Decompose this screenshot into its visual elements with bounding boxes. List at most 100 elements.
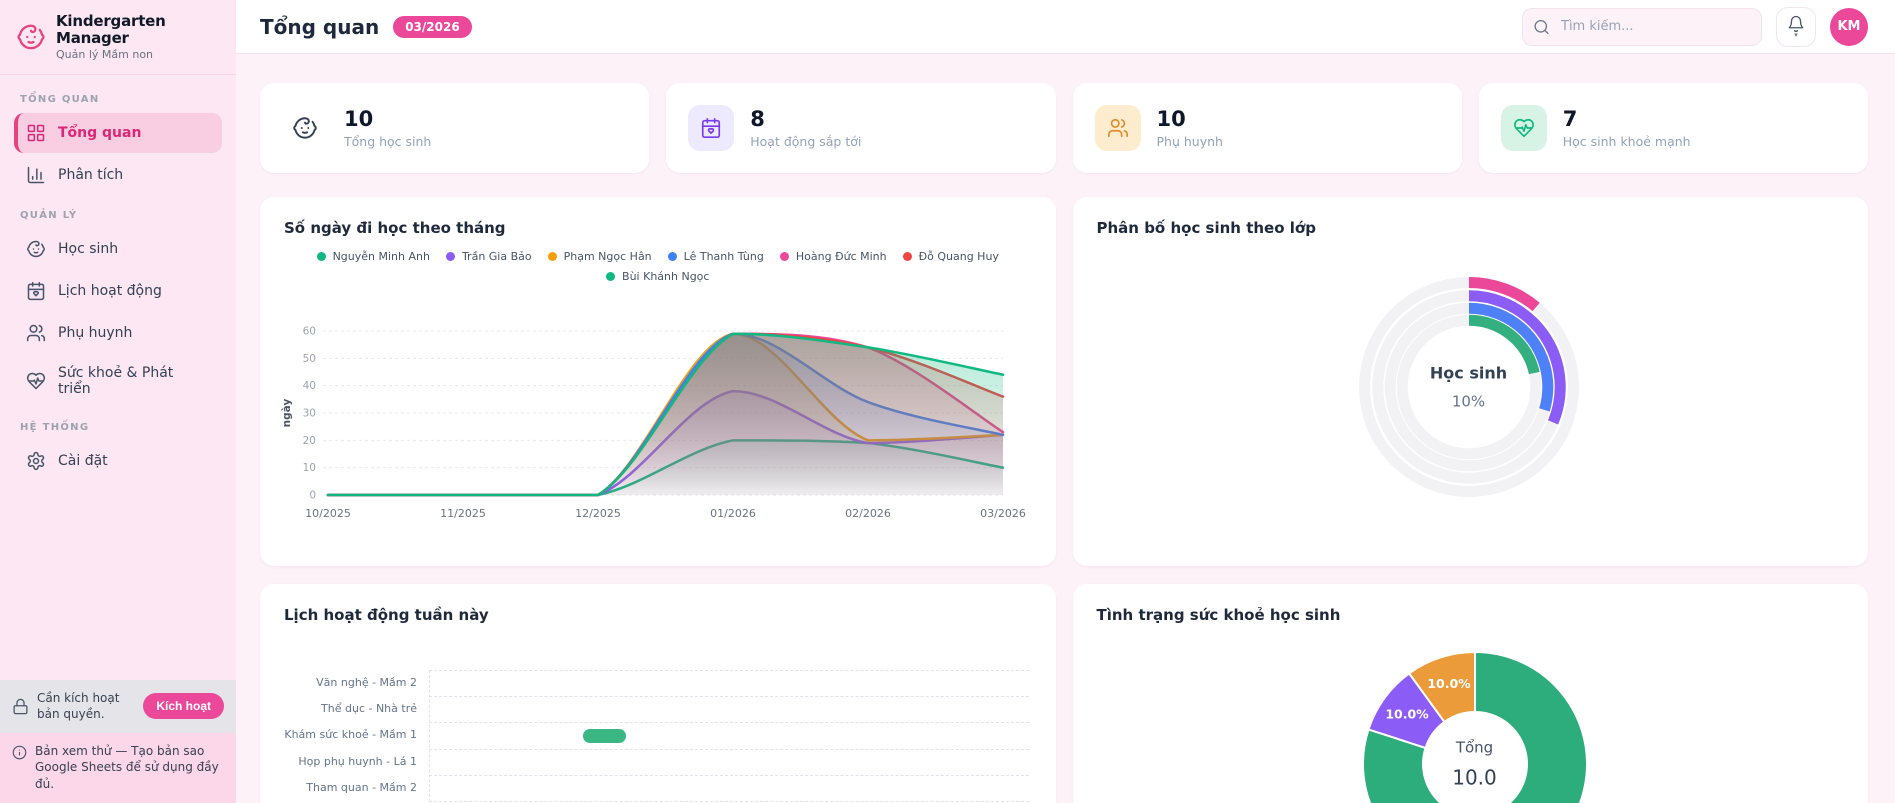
- svg-text:03/2026: 03/2026: [980, 507, 1026, 520]
- class-distribution-rings-chart: [1358, 277, 1579, 497]
- schedule-row: Thể dục - Nhà trẻ: [284, 696, 1029, 722]
- avatar[interactable]: KM: [1830, 7, 1868, 46]
- svg-text:50: 50: [303, 353, 316, 365]
- legend-dot: [547, 252, 557, 261]
- sidebar: Kindergarten Manager Quản lý Mầm non TỔN…: [0, 0, 236, 803]
- legend-name: Đỗ Quang Huy: [918, 250, 999, 263]
- sidebar-item-label: Phân tích: [58, 167, 124, 184]
- sidebar-footer: Cần kích hoạt bản quyền. Kích hoạt Bản x…: [0, 680, 236, 803]
- health-status-pie-chart: 10.0% 10.0%: [1361, 651, 1588, 803]
- stat-card-healthy-students: 7 Học sinh khoẻ mạnh: [1478, 83, 1868, 173]
- svg-text:0: 0: [309, 490, 316, 502]
- stat-value: 10: [344, 107, 374, 132]
- svg-text:10.0%: 10.0%: [1385, 707, 1429, 722]
- legend-item[interactable]: Bùi Khánh Ngọc: [606, 270, 709, 283]
- nav-section-label: HỆ THỐNG: [20, 422, 90, 434]
- health-status-card: Tình trạng sức khoẻ học sinh 10.0% 10.0% …: [1072, 584, 1868, 803]
- sidebar-item-label: Sức khoẻ & Phát triển: [58, 365, 174, 398]
- content: 10 Tổng học sinh 8 Hoạt động sắp tới 10 Phụ h…: [236, 54, 1895, 803]
- legend-dot: [667, 252, 677, 261]
- weekly-schedule-chart: Văn nghệ - Mầm 2 Thể dục - Nhà trẻ Khám sứ…: [284, 670, 1029, 802]
- svg-text:11/2025: 11/2025: [440, 507, 486, 520]
- sidebar-item-tong-quan[interactable]: Tổng quan: [14, 113, 222, 154]
- stat-label: Hoạt động sắp tới: [750, 133, 862, 149]
- sidebar-item-hoc-sinh[interactable]: Học sinh: [14, 229, 222, 269]
- svg-text:ngày: ngày: [281, 399, 293, 428]
- sidebar-item-phan-tich[interactable]: Phân tích: [14, 155, 222, 195]
- stat-value: 7: [1562, 107, 1578, 132]
- svg-text:01/2026: 01/2026: [710, 507, 756, 520]
- sidebar-item-label: Học sinh: [58, 241, 119, 258]
- legend-item[interactable]: Nguyễn Minh Anh: [316, 250, 430, 263]
- notifications-button[interactable]: ▾: [1776, 6, 1816, 47]
- sidebar-item-lich-hoat-dong[interactable]: Lịch hoạt động: [14, 271, 222, 311]
- legend-item[interactable]: Đỗ Quang Huy: [902, 250, 999, 263]
- legend-name: Bùi Khánh Ngọc: [622, 270, 710, 283]
- sidebar-item-label: Cài đặt: [58, 453, 108, 470]
- svg-text:40: 40: [303, 380, 316, 392]
- stat-value: 8: [750, 107, 765, 132]
- stat-value: 10: [1156, 107, 1186, 132]
- svg-text:10/2025: 10/2025: [305, 507, 351, 520]
- charts-grid: Số ngày đi học theo tháng Nguyễn Minh An…: [260, 197, 1868, 803]
- sidebar-item-phu-huynh[interactable]: Phụ huynh: [14, 313, 222, 353]
- stat-label: Tổng học sinh: [344, 133, 432, 149]
- stat-card-parents: 10 Phụ huynh: [1072, 83, 1462, 173]
- class-distribution-title: Phân bố học sinh theo lớp: [1096, 219, 1316, 237]
- schedule-bar[interactable]: [583, 728, 627, 743]
- chevron-down-icon: ▾: [1794, 32, 1798, 39]
- attendance-area-chart: 0 10 20 30 40 50 60 10/2025 11/2025 12/2025 01/202…: [281, 326, 1026, 521]
- legend-name: Phạm Ngọc Hân: [563, 250, 652, 263]
- heart-pulse-icon: [26, 372, 46, 390]
- search-box: [1522, 7, 1762, 46]
- schedule-row-track: [429, 774, 1029, 801]
- sidebar-item-label: Lịch hoạt động: [58, 283, 162, 300]
- activate-button[interactable]: Kích hoạt: [143, 693, 224, 720]
- trial-notice: Bản xem thử — Tạo bản sao Google Sheets …: [0, 732, 236, 803]
- sidebar-item-label: Phụ huynh: [58, 325, 133, 342]
- stat-icon-tile: [1094, 105, 1141, 151]
- svg-text:10: 10: [303, 462, 316, 474]
- weekly-schedule-title: Lịch hoạt động tuần này: [284, 606, 489, 624]
- legend-item[interactable]: Hoàng Đức Minh: [779, 250, 887, 263]
- bell-icon: [1787, 15, 1805, 33]
- stat-icon-tile: [1500, 105, 1547, 151]
- legend-name: Trần Gia Bảo: [461, 250, 532, 263]
- sidebar-item-suc-khoe-phat-trien[interactable]: Sức khoẻ & Phát triển: [14, 355, 222, 407]
- search-icon: [1534, 19, 1549, 34]
- page-title: Tổng quan: [260, 14, 380, 39]
- month-badge: 03/2026: [393, 15, 472, 38]
- svg-text:20: 20: [303, 435, 316, 447]
- gear-icon: [27, 452, 45, 471]
- attendance-chart-legend: Nguyễn Minh Anh Trần Gia Bảo Phạm Ngọc Hân…: [260, 250, 1056, 283]
- schedule-row: Họp phụ huynh - Lá 1: [284, 748, 1029, 775]
- class-distribution-card: Phân bố học sinh theo lớp Học sinh 10%: [1072, 197, 1868, 566]
- search-input[interactable]: [1522, 7, 1762, 46]
- sidebar-item-label: Tổng quan: [58, 125, 142, 142]
- schedule-row-track: [429, 670, 1029, 696]
- stats-row: 10 Tổng học sinh 8 Hoạt động sắp tới 10 Phụ h…: [260, 83, 1868, 173]
- stat-label: Phụ huynh: [1156, 133, 1223, 149]
- info-icon: [12, 743, 27, 760]
- legend-item[interactable]: Phạm Ngọc Hân: [547, 250, 652, 263]
- schedule-row: Khám sức khoẻ - Mầm 1: [284, 722, 1029, 748]
- svg-text:10.0%: 10.0%: [1427, 676, 1471, 691]
- schedule-row: Văn nghệ - Mầm 2: [284, 670, 1029, 696]
- schedule-axis-line: [429, 670, 430, 802]
- license-notice-text: Cần kích hoạt bản quyền.: [37, 691, 120, 722]
- legend-item[interactable]: Trần Gia Bảo: [445, 250, 532, 263]
- sidebar-nav: TỔNG QUAN Tổng quan Phân tích QUẢN LÝ Học si…: [0, 75, 236, 487]
- attendance-chart-card: Số ngày đi học theo tháng Nguyễn Minh An…: [260, 197, 1056, 566]
- license-notice: Cần kích hoạt bản quyền. Kích hoạt: [0, 680, 236, 733]
- bell-icon: [1788, 15, 1804, 33]
- people-icon: [26, 324, 46, 342]
- stat-card-upcoming-activities: 8 Hoạt động sắp tới: [666, 83, 1056, 173]
- sidebar-item-cai-dat[interactable]: Cài đặt: [14, 441, 222, 481]
- legend-name: Hoàng Đức Minh: [795, 250, 887, 263]
- trial-notice-text: Bản xem thử — Tạo bản sao Google Sheets …: [35, 743, 219, 792]
- legend-item[interactable]: Lê Thanh Tùng: [667, 250, 764, 263]
- schedule-row-label: Tham quan - Mầm 2: [306, 780, 417, 794]
- stat-icon-tile: [688, 105, 735, 151]
- legend-dot: [606, 272, 616, 281]
